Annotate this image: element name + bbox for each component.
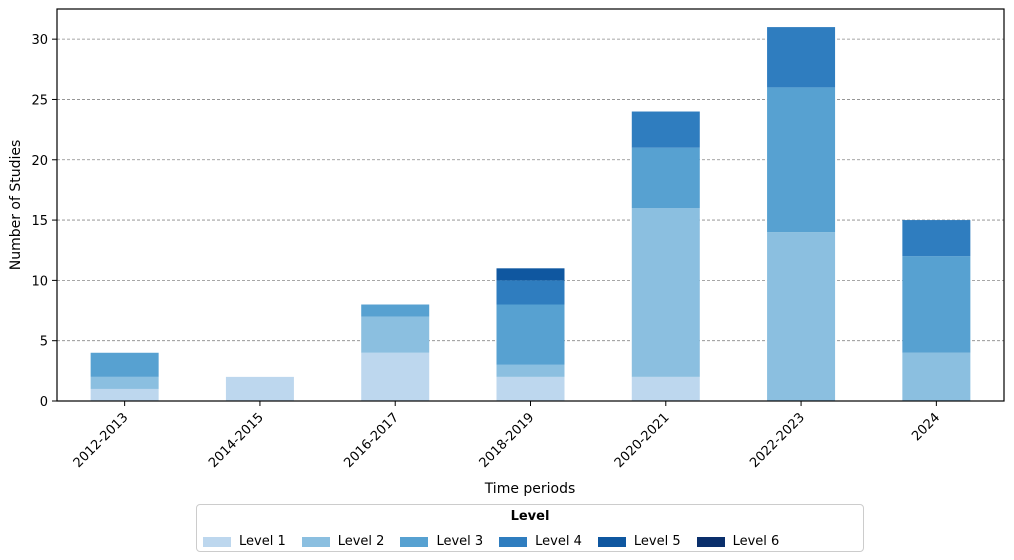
legend-swatch [400, 536, 429, 547]
x-tick-label: 2020-2021 [612, 410, 673, 471]
bar-segment-2 [631, 208, 700, 377]
legend: Level Level 1 Level 2 Level 3 Level 4 Level … [196, 504, 864, 552]
legend-label: Level 6 [732, 534, 780, 549]
bar-segment-4 [631, 111, 700, 148]
bar-segment-5 [496, 268, 565, 281]
legend-item: Level 6 [696, 534, 780, 549]
legend-item: Level 3 [400, 534, 483, 549]
bar-segment-3 [902, 256, 971, 353]
y-tick-label: 30 [31, 33, 48, 48]
bar-segment-4 [902, 220, 971, 257]
gridlines [57, 38, 1004, 342]
bar-segment-2 [90, 376, 159, 389]
y-tick-label: 0 [40, 395, 48, 410]
legend-item: Level 4 [499, 534, 582, 549]
y-tick-label: 5 [40, 335, 48, 350]
y-axis-label: Number of Studies [8, 140, 24, 271]
legend-swatch [696, 536, 725, 547]
bar-segment-3 [631, 147, 700, 209]
legend-swatch [301, 536, 330, 547]
bar-segment-1 [496, 376, 565, 401]
x-axis-ticks: 2012-2013 2014-2015 2016-2017 2018-2019 2020… [71, 401, 943, 471]
bar-segment-1 [631, 376, 700, 401]
bar-segment-1 [90, 388, 159, 401]
legend-label: Level 1 [239, 534, 286, 549]
y-tick-label: 15 [31, 214, 48, 229]
bar-segment-4 [496, 280, 565, 305]
bars [90, 27, 971, 401]
x-tick-label: 2014-2015 [206, 410, 267, 471]
bar-segment-1 [225, 376, 294, 401]
bar-segment-2 [902, 352, 971, 401]
legend-items: Level 1 Level 2 Level 3 Level 4 Level 5 Level… [203, 530, 795, 549]
legend-label: Level 2 [337, 534, 385, 549]
bar-segment-3 [767, 87, 836, 233]
x-tick-label: 2022-2023 [747, 410, 808, 471]
y-tick-label: 20 [31, 154, 48, 169]
bar-segment-3 [361, 304, 430, 317]
y-axis-ticks: 0 5 10 15 20 25 30 [31, 33, 57, 410]
bar-segment-1 [361, 352, 430, 401]
y-tick-label: 25 [31, 93, 48, 108]
legend-item: Level 5 [597, 534, 681, 549]
x-tick-label: 2018-2019 [477, 410, 538, 471]
legend-item: Level 2 [301, 534, 385, 549]
legend-swatch [597, 536, 626, 547]
x-tick-label: 2016-2017 [341, 410, 402, 471]
legend-label: Level 5 [633, 534, 681, 549]
bar-segment-3 [90, 352, 159, 377]
bar-segment-2 [496, 364, 565, 377]
bar-segment-2 [361, 316, 430, 353]
stacked-bar-chart: 0 5 10 15 20 25 30 2012-2013 2014-2015 2016-2017… [8, 8, 1005, 497]
legend-label: Level 4 [535, 534, 582, 549]
x-tick-label: 2024 [909, 410, 943, 444]
legend-title: Level [510, 509, 550, 524]
legend-swatch [499, 536, 528, 547]
x-tick-label: 2012-2013 [71, 410, 132, 471]
bar-segment-4 [767, 27, 836, 88]
bar-segment-3 [496, 304, 565, 365]
bar-segment-2 [767, 232, 836, 401]
legend-swatch [203, 536, 231, 547]
legend-item: Level 1 [203, 534, 286, 549]
legend-label: Level 3 [436, 534, 484, 549]
y-tick-label: 10 [31, 274, 48, 289]
x-axis-label: Time periods [484, 481, 576, 497]
